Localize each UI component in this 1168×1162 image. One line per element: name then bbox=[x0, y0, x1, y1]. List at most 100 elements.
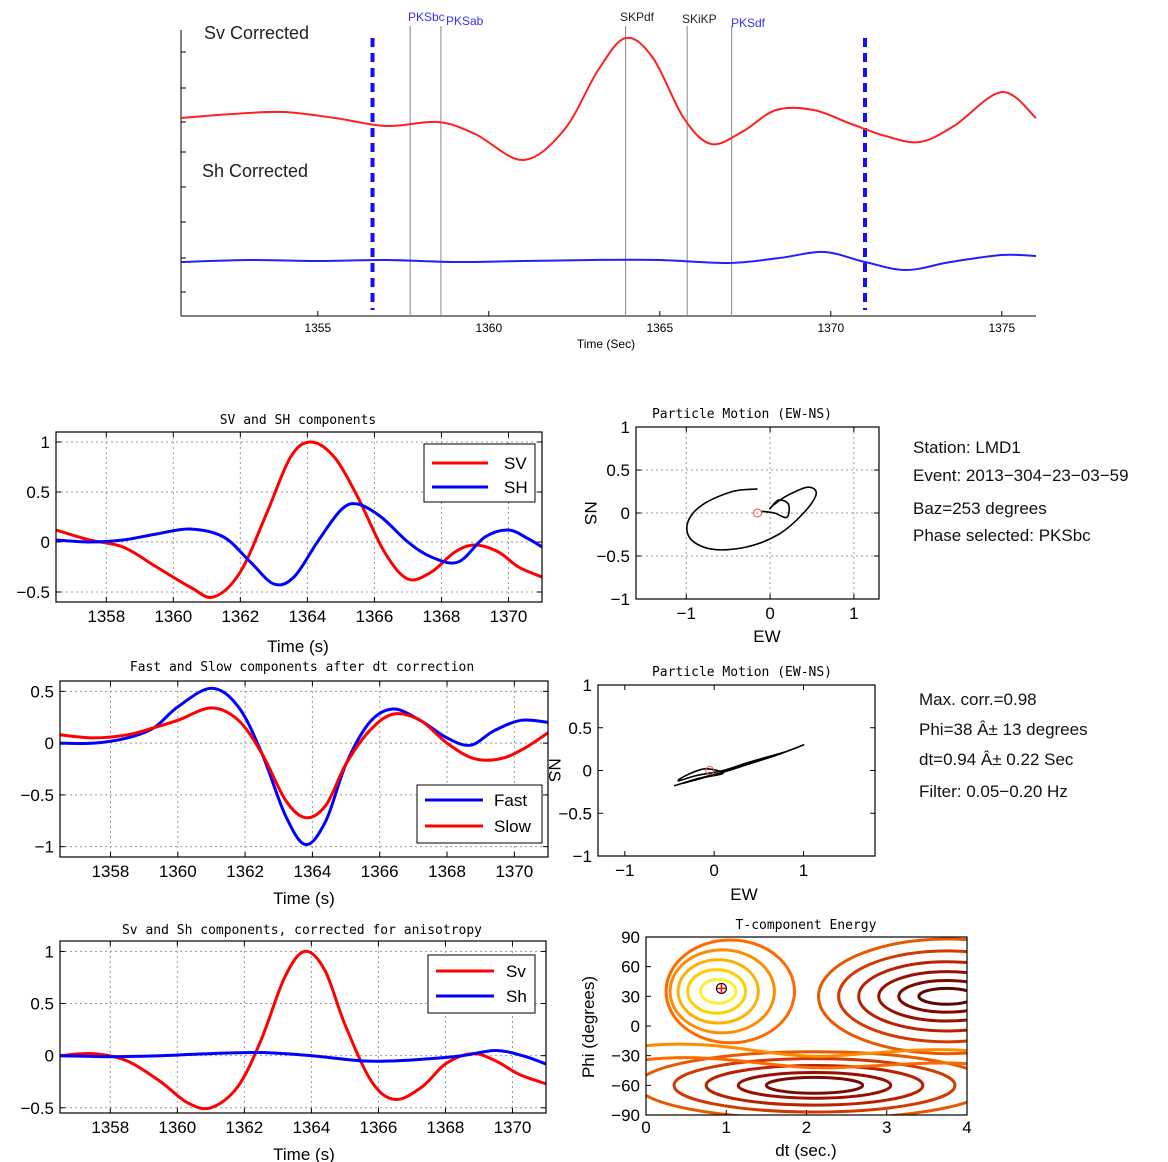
x-tick-label: 1370 bbox=[490, 607, 528, 626]
series-line-trace-0 bbox=[686, 486, 818, 551]
x-tick-label: 3 bbox=[882, 1118, 891, 1137]
contour-max-lower-4 bbox=[764, 1075, 865, 1095]
station-text: Station: LMD1 bbox=[913, 438, 1021, 457]
event-text: Event: 2013−304−23−03−59 bbox=[913, 466, 1129, 485]
energy-x-label: dt (sec.) bbox=[775, 1141, 836, 1160]
y-tick-label: 0.5 bbox=[606, 461, 630, 480]
fast-slow-ticks: 1358 1360 1362 1364 1366 1368 1370 −1 −0.5 0 0.5 bbox=[20, 681, 548, 881]
sv-sh-frame bbox=[55, 431, 543, 603]
series-line-sh bbox=[55, 502, 543, 587]
corrected-lines bbox=[59, 949, 547, 1111]
y-tick-label: 1 bbox=[41, 433, 50, 452]
contour-max-lower-3 bbox=[736, 1070, 893, 1100]
corrected-grid bbox=[60, 941, 546, 1113]
fast-legend-label: Fast bbox=[494, 791, 527, 810]
series-line-sv bbox=[55, 440, 543, 599]
x-tick-label: 1 bbox=[799, 861, 808, 880]
corrected-title: Sv and Sh components, corrected for anis… bbox=[122, 923, 482, 938]
phi-text: Phi=38 Â± 13 degrees bbox=[919, 720, 1088, 739]
sv-sh-title: SV and SH components bbox=[220, 413, 377, 428]
contour-max-lower-1 bbox=[672, 1057, 957, 1114]
fast-slow-title: Fast and Slow components after dt correc… bbox=[130, 660, 474, 675]
x-tick-label: 1370 bbox=[495, 862, 533, 881]
corrected-x-label: Time (s) bbox=[273, 1145, 335, 1162]
y-tick-label: 0 bbox=[621, 504, 630, 523]
x-tick-label: 4 bbox=[962, 1118, 971, 1137]
energy-background bbox=[646, 937, 967, 1115]
pm1-x-label: EW bbox=[753, 627, 780, 646]
x-tick-label: 1362 bbox=[226, 862, 264, 881]
sv-sh-legend bbox=[423, 443, 536, 503]
phase-label-skikp: SKiKP bbox=[682, 12, 717, 26]
y-tick-label: −0.5 bbox=[558, 804, 592, 823]
sv2-legend-label: Sv bbox=[506, 962, 526, 981]
y-tick-label: 0 bbox=[631, 1017, 640, 1036]
contour-max-upper-3 bbox=[877, 970, 967, 1023]
phase-label-pksab: PKSab bbox=[446, 14, 484, 28]
x-tick-label: 1375 bbox=[988, 321, 1015, 335]
x-tick-label: 0 bbox=[765, 604, 774, 623]
energy-title: T-component Energy bbox=[736, 918, 877, 933]
sh-corrected-label: Sh Corrected bbox=[202, 161, 308, 181]
y-tick-label: 0 bbox=[583, 762, 592, 781]
pm1-title: Particle Motion (EW-NS) bbox=[652, 407, 832, 422]
pm1-ticks: −1 0 1 −1 −0.5 0 0.5 1 bbox=[596, 418, 879, 623]
x-tick-label: −1 bbox=[677, 604, 696, 623]
x-tick-label: 1370 bbox=[817, 321, 844, 335]
contour-max-upper-1 bbox=[837, 949, 967, 1044]
corrected-frame bbox=[59, 940, 547, 1114]
contour-max-upper-4 bbox=[897, 979, 967, 1014]
contour-max-lower-0 bbox=[646, 1050, 967, 1115]
y-tick-label: −0.5 bbox=[596, 547, 630, 566]
x-tick-label: 1368 bbox=[428, 862, 466, 881]
energy-panel: T-component Energy 0 1 2 3 4 −90 −60 −30 0 30 60 90… bbox=[579, 918, 972, 1160]
x-tick-label: 1360 bbox=[154, 607, 192, 626]
sh-legend-label: SH bbox=[504, 478, 528, 497]
x-tick-label: 1 bbox=[722, 1118, 731, 1137]
particle-motion-1-panel: Particle Motion (EW-NS) −1 0 1−1−0.500.51 … bbox=[581, 407, 880, 646]
series-line-sh bbox=[59, 1049, 547, 1066]
pm2-y-label: NS bbox=[545, 758, 564, 782]
y-tick-label: −0.5 bbox=[20, 1099, 54, 1118]
pm1-frame bbox=[635, 426, 880, 600]
sh2-legend-label: Sh bbox=[506, 987, 527, 1006]
x-tick-label: 1362 bbox=[225, 1118, 263, 1137]
top-y-ticks bbox=[181, 51, 186, 293]
sv-sh-panel: SV and SH components 1358 1360 1362 1364 136… bbox=[16, 413, 543, 656]
y-tick-label: 0.5 bbox=[568, 719, 592, 738]
x-tick-label: 1360 bbox=[475, 321, 502, 335]
corrected-panel: Sv and Sh components, corrected for anis… bbox=[20, 923, 547, 1162]
y-tick-label: −60 bbox=[611, 1076, 640, 1095]
contour-band-2 bbox=[646, 1056, 967, 1070]
y-tick-label: 0.5 bbox=[30, 995, 54, 1014]
y-tick-label: −1 bbox=[573, 847, 592, 866]
contour-min-4 bbox=[699, 978, 738, 1005]
corrected-legend bbox=[427, 954, 536, 1014]
top-x-ticks: 1355 1360 1365 1370 1375 bbox=[304, 311, 1015, 335]
phase-label-skpdf: SKPdf bbox=[620, 10, 655, 24]
energy-ticks: 0 1 2 3 4 −90 −60 −30 0 30 60 90 bbox=[611, 928, 972, 1137]
top-sv-trace bbox=[180, 36, 1037, 162]
fast-slow-lines bbox=[59, 686, 549, 847]
baz-text: Baz=253 degrees bbox=[913, 499, 1047, 518]
dt-text: dt=0.94 Â± 0.22 Sec bbox=[919, 750, 1074, 769]
y-tick-label: −0.5 bbox=[16, 583, 50, 602]
fast-slow-frame bbox=[59, 680, 549, 858]
energy-contours bbox=[646, 937, 967, 1115]
contour-min-1 bbox=[668, 948, 776, 1035]
y-tick-label: 1 bbox=[621, 418, 630, 437]
y-tick-label: 1 bbox=[45, 942, 54, 961]
x-tick-label: 1358 bbox=[87, 607, 125, 626]
pm1-y-label: NS bbox=[581, 501, 600, 525]
series-line-slow bbox=[59, 706, 549, 820]
x-tick-label: 1366 bbox=[359, 1118, 397, 1137]
particle-motion-2-panel: Particle Motion (EW-NS) −1 0 1−1−0.500.51 … bbox=[545, 665, 876, 904]
sv-sh-ticks: 1358 1360 1362 1364 1366 1368 1370 −0.5 0 0.5 1 bbox=[16, 432, 542, 626]
y-tick-label: 0.5 bbox=[26, 483, 50, 502]
y-tick-label: 1 bbox=[583, 676, 592, 695]
y-tick-label: 0 bbox=[45, 734, 54, 753]
splitting-results: Max. corr.=0.98 Phi=38 Â± 13 degrees dt=… bbox=[919, 690, 1088, 801]
top-x-label: Time (Sec) bbox=[577, 337, 635, 351]
max-corr-text: Max. corr.=0.98 bbox=[919, 690, 1037, 709]
top-sh-trace bbox=[180, 250, 1037, 272]
